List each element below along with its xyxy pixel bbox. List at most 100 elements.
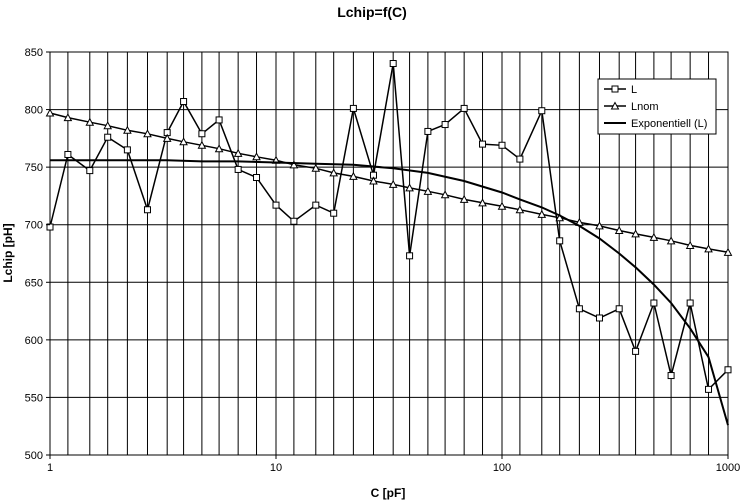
data-point-square [516, 155, 524, 163]
data-point-square [686, 299, 694, 307]
data-point-triangle [614, 225, 624, 234]
data-point-square [198, 130, 206, 138]
data-point-triangle [555, 213, 565, 222]
data-point-triangle [649, 232, 659, 241]
series-layer [45, 60, 733, 426]
legend-entry: L [604, 84, 637, 96]
series-2 [50, 159, 729, 426]
data-point-triangle [388, 179, 398, 188]
series-0 [46, 60, 732, 393]
data-point-square [667, 372, 675, 380]
data-point-triangle [162, 133, 172, 142]
data-point-triangle [666, 236, 676, 245]
data-point-square [64, 150, 72, 158]
data-point-square [632, 347, 640, 355]
data-point-triangle [405, 183, 414, 192]
data-point-triangle [595, 221, 604, 230]
y-tick-label: 700 [25, 220, 43, 232]
data-point-triangle [311, 163, 321, 172]
data-point-triangle [179, 137, 188, 146]
y-tick-label: 850 [25, 47, 43, 59]
data-point-square [253, 174, 261, 182]
grid [49, 51, 729, 456]
legend-label: Lnom [631, 101, 659, 113]
data-point-square [46, 223, 54, 231]
legend-label: Exponentiell (L) [631, 118, 707, 130]
data-point-triangle [233, 148, 243, 157]
data-point-triangle [704, 244, 713, 253]
data-point-square [611, 85, 619, 93]
data-point-triangle [497, 201, 507, 210]
data-point-square [406, 252, 414, 260]
data-point-triangle [537, 209, 547, 218]
data-point-square [724, 366, 732, 374]
data-point-square [234, 165, 242, 173]
data-point-triangle [103, 121, 113, 130]
data-point-square [460, 104, 468, 112]
data-point-square [424, 127, 432, 135]
y-axis-ticks: 500 550 600 650 700 750 800 850 [25, 47, 50, 462]
y-tick-label: 500 [25, 450, 43, 462]
data-point-triangle [349, 171, 358, 180]
data-point-square [290, 217, 298, 225]
data-point-triangle [723, 247, 733, 256]
data-point-triangle [214, 144, 224, 153]
data-point-square [441, 121, 449, 129]
data-point-triangle [143, 129, 152, 138]
data-point-square [556, 237, 564, 245]
legend-label: L [631, 84, 637, 96]
x-tick-label: 1 [47, 462, 53, 474]
data-point-triangle [329, 168, 339, 177]
data-point-square [615, 305, 623, 313]
data-point-triangle [45, 108, 55, 117]
data-point-triangle [610, 101, 620, 110]
data-point-square [650, 299, 658, 307]
legend-entry: Exponentiell (L) [604, 118, 707, 130]
y-tick-label: 750 [25, 162, 43, 174]
data-point-square [123, 146, 131, 154]
data-point-square [575, 305, 583, 313]
x-tick-label: 1000 [716, 462, 740, 474]
data-point-triangle [631, 229, 640, 238]
data-point-triangle [423, 186, 433, 195]
data-point-square [86, 167, 94, 175]
data-point-triangle [85, 117, 95, 126]
y-tick-label: 550 [25, 392, 43, 404]
data-point-triangle [197, 140, 207, 149]
x-tick-label: 100 [493, 462, 511, 474]
x-axis-title: C [pF] [371, 486, 406, 500]
y-tick-label: 600 [25, 335, 43, 347]
legend-entry: Lnom [604, 101, 659, 113]
series-line [50, 159, 729, 426]
data-point-square [389, 60, 397, 68]
legend: L Lnom Exponentiell (L) [597, 78, 717, 135]
data-point-square [180, 98, 188, 106]
data-point-square [705, 385, 713, 393]
y-axis-title: Lchip [pH] [1, 223, 15, 282]
data-point-triangle [289, 160, 299, 169]
data-point-triangle [459, 194, 469, 203]
data-point-triangle [478, 198, 487, 207]
data-point-triangle [685, 240, 695, 249]
data-point-square [215, 116, 223, 124]
data-point-square [349, 104, 357, 112]
data-point-square [312, 201, 320, 209]
data-point-square [479, 140, 487, 148]
data-point-square [498, 141, 506, 149]
data-point-square [538, 107, 546, 115]
data-point-triangle [63, 113, 73, 122]
chart-title: Lchip=f(C) [337, 4, 407, 20]
x-axis-ticks: 1 10 100 1000 [47, 455, 740, 474]
data-point-triangle [369, 176, 378, 185]
data-point-square [595, 314, 603, 322]
data-point-square [330, 209, 338, 217]
data-point-triangle [123, 125, 132, 134]
series-1 [45, 108, 733, 256]
data-point-square [272, 201, 280, 209]
y-tick-label: 800 [25, 105, 43, 117]
data-point-square [104, 133, 112, 141]
data-point-triangle [440, 190, 450, 199]
data-point-triangle [252, 152, 261, 161]
